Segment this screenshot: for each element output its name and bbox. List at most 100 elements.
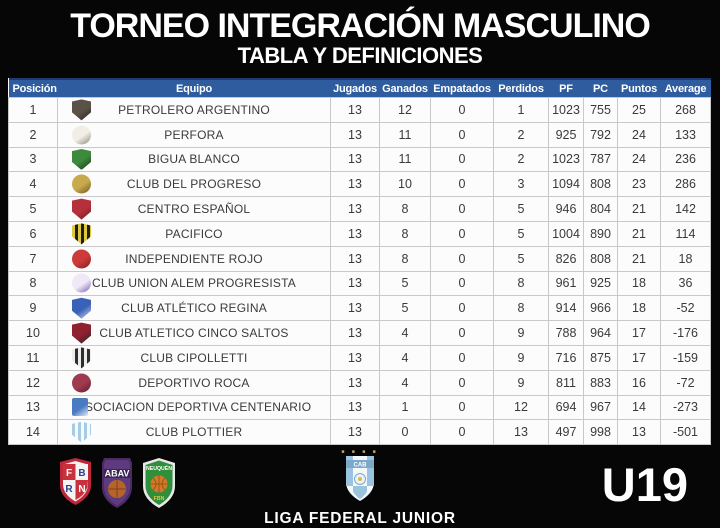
column-header-puntos: Puntos [617,78,661,98]
table-row: 14 CLUB PLOTTIER 13 0 0 13 497 998 13 -5… [8,419,711,446]
team-logo-icon [72,322,91,344]
position-cell: 2 [8,121,58,148]
stat-pc: 875 [583,344,618,371]
stat-pc: 808 [583,171,618,198]
column-header-average: Average [660,78,711,98]
stat-jugados: 13 [330,245,380,272]
table-row: 3 BIGUA BLANCO 13 11 0 2 1023 787 24 236 [8,146,711,173]
team-logo-icon [72,373,91,393]
column-header-posicion: Posición [8,78,58,98]
team-cell: BIGUA BLANCO [57,146,331,173]
stat-puntos: 14 [617,394,661,421]
stat-pc: 804 [583,196,618,222]
team-name: ASOCIACION DEPORTIVA CENTENARIO [76,400,312,415]
stat-pc: 792 [583,121,618,148]
stat-jugados: 13 [330,369,380,396]
stat-jugados: 13 [330,146,380,173]
stat-pf: 961 [548,270,584,297]
team-cell: PERFORA [57,121,331,148]
neuquen-logo-icon: NEUQUÉN FBN [143,458,175,508]
stat-jugados: 13 [330,270,380,297]
stat-ganados: 4 [379,369,431,396]
team-cell: CENTRO ESPAÑOL [57,196,331,222]
stat-jugados: 13 [330,394,380,421]
stat-pc: 890 [583,220,618,247]
team-logo-icon [72,347,91,369]
federation-logos: F B R N ABAV NEUQUÉN FBN [58,457,177,509]
team-logo-icon [72,198,91,220]
stat-average: -52 [660,295,711,322]
stat-pf: 914 [548,295,584,322]
stat-empatados: 0 [430,320,494,346]
stat-pf: 1004 [548,220,584,247]
stat-perdidos: 8 [493,295,549,322]
table-row: 1 PETROLERO ARGENTINO 13 12 0 1 1023 755… [8,97,711,123]
stat-puntos: 16 [617,369,661,396]
stat-perdidos: 13 [493,419,549,446]
stat-pc: 787 [583,146,618,173]
table-row: 8 CLUB UNION ALEM PROGRESISTA 13 5 0 8 9… [8,270,711,297]
stat-puntos: 13 [617,419,661,446]
team-cell: CLUB PLOTTIER [57,419,331,446]
svg-text:NEUQUÉN: NEUQUÉN [146,464,172,472]
stat-average: 114 [660,220,711,247]
stat-ganados: 0 [379,419,431,446]
stat-perdidos: 2 [493,121,549,148]
position-cell: 9 [8,295,58,322]
stat-jugados: 13 [330,419,380,446]
team-name: CLUB DEL PROGRESO [126,177,262,192]
stat-empatados: 0 [430,419,494,446]
stat-puntos: 25 [617,97,661,123]
stat-empatados: 0 [430,146,494,173]
position-cell: 5 [8,196,58,222]
table-row: 6 PACIFICO 13 8 0 5 1004 890 21 114 [8,220,711,247]
team-name: DEPORTIVO ROCA [138,375,250,390]
table-row: 7 INDEPENDIENTE ROJO 13 8 0 5 826 808 21… [8,245,711,272]
stat-ganados: 4 [379,320,431,346]
stat-perdidos: 5 [493,220,549,247]
fbrn-logo-icon: F B R N [60,458,91,505]
position-cell: 11 [8,344,58,371]
stat-average: 133 [660,121,711,148]
position-cell: 10 [8,320,58,346]
stat-average: -72 [660,369,711,396]
stat-average: -159 [660,344,711,371]
team-logo-icon [72,273,91,293]
stat-ganados: 11 [379,146,431,173]
team-cell: ASOCIACION DEPORTIVA CENTENARIO [57,394,331,421]
team-logo-icon [72,125,91,145]
stat-pf: 788 [548,320,584,346]
stat-jugados: 13 [330,220,380,247]
team-cell: DEPORTIVO ROCA [57,369,331,396]
stat-pc: 755 [583,97,618,123]
stat-pc: 883 [583,369,618,396]
team-name: BIGUA BLANCO [148,152,240,167]
stat-pf: 694 [548,394,584,421]
category-label: U19 [601,458,688,511]
stat-jugados: 13 [330,295,380,322]
team-cell: CLUB DEL PROGRESO [57,171,331,198]
stat-average: -501 [660,419,711,446]
team-logo-icon [72,421,91,443]
svg-text:N: N [78,484,85,495]
stat-ganados: 10 [379,171,431,198]
stat-pf: 497 [548,419,584,446]
team-logo-icon [72,249,91,269]
league-label: LIGA FEDERAL JUNIOR [264,510,456,527]
title-block: TORNEO INTEGRACIÓN MASCULINO TABLA Y DEF… [0,8,720,67]
team-cell: PACIFICO [57,220,331,247]
stat-pc: 998 [583,419,618,446]
stat-pf: 925 [548,121,584,148]
team-name: CLUB PLOTTIER [145,425,243,440]
stat-perdidos: 8 [493,270,549,297]
stat-average: 236 [660,146,711,173]
stat-puntos: 18 [617,270,661,297]
team-logo-icon [72,398,88,417]
table-row: 10 CLUB ATLETICO CINCO SALTOS 13 4 0 9 7… [8,320,711,346]
stat-jugados: 13 [330,171,380,198]
stat-perdidos: 1 [493,97,549,123]
team-logo-icon [72,297,91,319]
position-cell: 8 [8,270,58,297]
league-block: ■ ■ ■ ■ CAB LIGA FEDERAL JUNIOR [250,449,470,528]
stat-empatados: 0 [430,196,494,222]
